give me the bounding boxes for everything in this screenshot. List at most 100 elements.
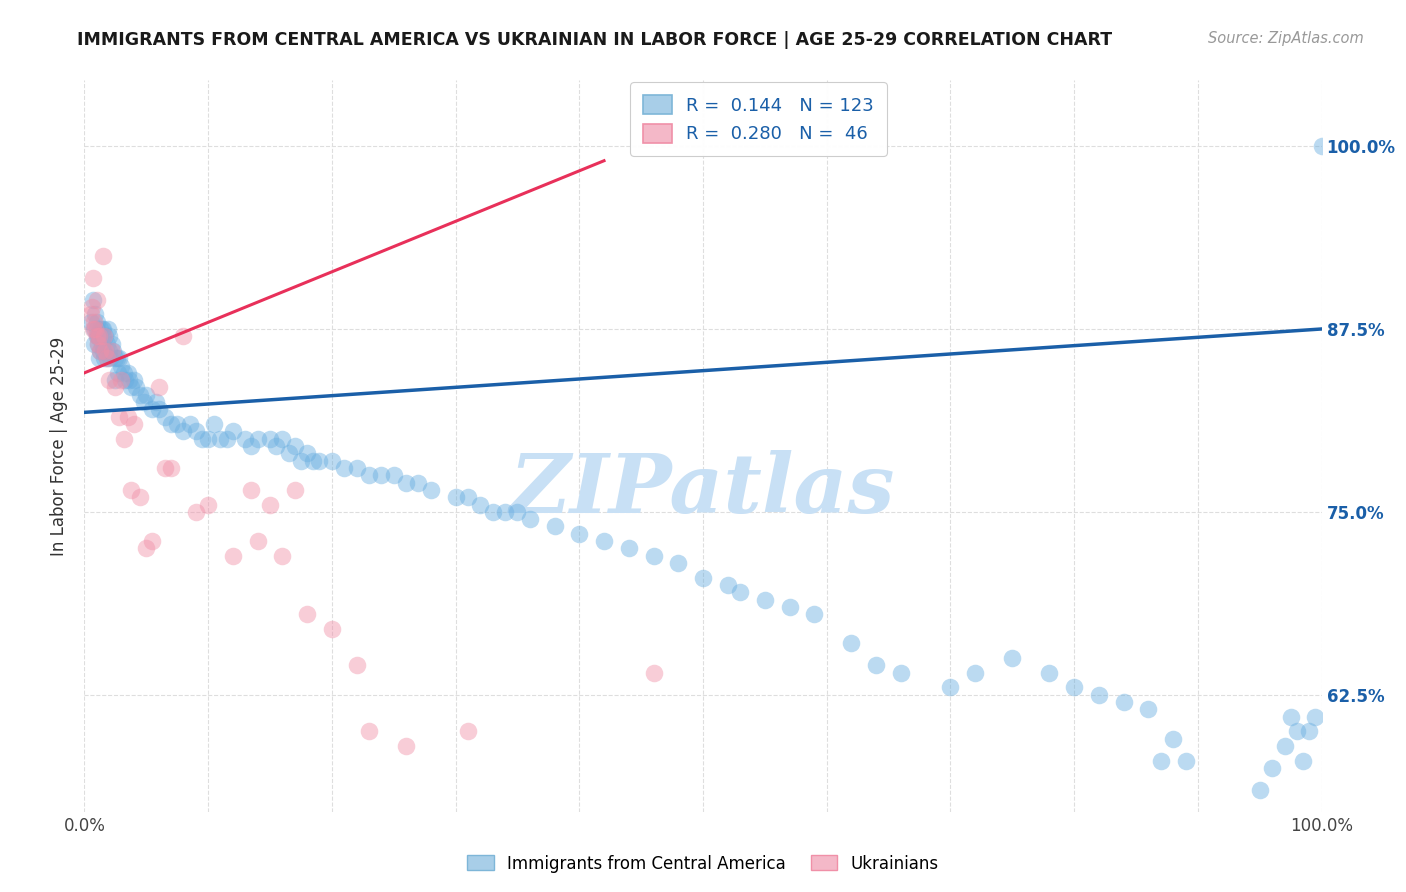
Point — [87, 336, 110, 351]
Point — [110, 359, 132, 373]
Point — [357, 468, 380, 483]
Point — [148, 380, 170, 394]
Point — [82, 322, 104, 336]
Point — [101, 343, 124, 358]
Point — [89, 322, 111, 336]
Point — [108, 409, 131, 424]
Point — [141, 402, 163, 417]
Point — [94, 329, 117, 343]
Point — [1137, 702, 1160, 716]
Point — [1161, 731, 1184, 746]
Point — [98, 373, 121, 387]
Point — [89, 343, 111, 358]
Point — [122, 373, 145, 387]
Point — [1249, 782, 1271, 797]
Point — [93, 329, 115, 343]
Point — [82, 270, 104, 285]
Point — [803, 607, 825, 622]
Point — [84, 322, 107, 336]
Point — [129, 490, 152, 504]
Point — [346, 658, 368, 673]
Point — [122, 417, 145, 431]
Point — [593, 534, 616, 549]
Point — [83, 315, 105, 329]
Point — [1261, 761, 1284, 775]
Point — [166, 417, 188, 431]
Point — [107, 366, 129, 380]
Text: IMMIGRANTS FROM CENTRAL AMERICA VS UKRAINIAN IN LABOR FORCE | AGE 25-29 CORRELAT: IMMIGRANTS FROM CENTRAL AMERICA VS UKRAI… — [77, 31, 1112, 49]
Point — [98, 351, 121, 366]
Point — [86, 329, 108, 343]
Legend: R =  0.144   N = 123, R =  0.280   N =  46: R = 0.144 N = 123, R = 0.280 N = 46 — [630, 82, 887, 156]
Point — [87, 329, 110, 343]
Point — [141, 534, 163, 549]
Point — [346, 461, 368, 475]
Point — [717, 578, 740, 592]
Point — [259, 432, 281, 446]
Point — [79, 315, 101, 329]
Point — [153, 461, 176, 475]
Point — [295, 446, 318, 460]
Point — [89, 329, 111, 343]
Point — [82, 293, 104, 307]
Point — [865, 658, 887, 673]
Text: ZIPatlas: ZIPatlas — [510, 450, 896, 530]
Point — [148, 402, 170, 417]
Point — [481, 505, 503, 519]
Point — [90, 336, 112, 351]
Point — [382, 468, 405, 483]
Point — [98, 329, 121, 343]
Point — [108, 351, 131, 366]
Point — [1305, 709, 1327, 723]
Point — [259, 498, 281, 512]
Point — [87, 336, 110, 351]
Point — [94, 343, 117, 358]
Text: Source: ZipAtlas.com: Source: ZipAtlas.com — [1208, 31, 1364, 46]
Point — [264, 439, 287, 453]
Point — [1088, 688, 1111, 702]
Point — [1285, 724, 1308, 739]
Point — [519, 512, 541, 526]
Point — [284, 439, 307, 453]
Point — [357, 724, 380, 739]
Point — [104, 380, 127, 394]
Legend: Immigrants from Central America, Ukrainians: Immigrants from Central America, Ukraini… — [460, 848, 946, 880]
Point — [1038, 665, 1060, 680]
Point — [302, 453, 325, 467]
Point — [110, 373, 132, 387]
Point — [543, 519, 565, 533]
Point — [321, 622, 343, 636]
Point — [240, 483, 263, 497]
Point — [84, 307, 107, 321]
Point — [617, 541, 640, 556]
Point — [779, 599, 801, 614]
Point — [370, 468, 392, 483]
Point — [83, 336, 105, 351]
Point — [172, 329, 194, 343]
Point — [79, 307, 101, 321]
Point — [1292, 754, 1315, 768]
Point — [1001, 651, 1024, 665]
Point — [1298, 724, 1320, 739]
Point — [246, 534, 269, 549]
Point — [395, 739, 418, 753]
Point — [246, 432, 269, 446]
Point — [86, 293, 108, 307]
Point — [457, 490, 479, 504]
Point — [457, 724, 479, 739]
Point — [100, 343, 122, 358]
Point — [506, 505, 529, 519]
Point — [179, 417, 201, 431]
Point — [1063, 681, 1085, 695]
Point — [240, 439, 263, 453]
Point — [100, 336, 122, 351]
Point — [117, 366, 139, 380]
Point — [86, 315, 108, 329]
Point — [98, 343, 121, 358]
Point — [120, 380, 142, 394]
Point — [965, 665, 987, 680]
Point — [568, 526, 591, 541]
Point — [222, 549, 245, 563]
Point — [80, 300, 103, 314]
Point — [419, 483, 441, 497]
